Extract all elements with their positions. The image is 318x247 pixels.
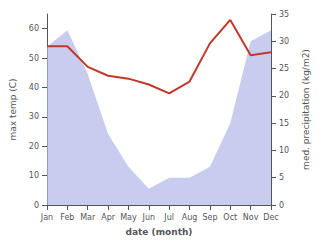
svg-text:Mar: Mar [80, 213, 96, 222]
svg-text:60: 60 [29, 24, 39, 33]
svg-text:Oct: Oct [223, 213, 237, 222]
svg-text:Apr: Apr [101, 213, 116, 222]
svg-text:0: 0 [279, 201, 284, 210]
svg-text:30: 30 [29, 112, 39, 121]
svg-text:20: 20 [279, 91, 289, 100]
svg-text:max temp (C): max temp (C) [8, 78, 18, 140]
svg-text:Nov: Nov [243, 213, 259, 222]
svg-text:25: 25 [279, 64, 289, 73]
svg-text:Jun: Jun [142, 213, 156, 222]
svg-text:med. precipitation (kg/m2): med. precipitation (kg/m2) [301, 49, 311, 170]
svg-text:Feb: Feb [60, 213, 74, 222]
svg-text:Jan: Jan [40, 213, 53, 222]
svg-text:date (month): date (month) [126, 227, 193, 237]
svg-text:20: 20 [29, 142, 39, 151]
svg-text:Sep: Sep [202, 213, 217, 222]
svg-text:30: 30 [279, 37, 289, 46]
svg-text:5: 5 [279, 173, 284, 182]
svg-text:10: 10 [29, 171, 39, 180]
svg-text:15: 15 [279, 119, 289, 128]
svg-text:10: 10 [279, 146, 289, 155]
svg-text:0: 0 [34, 201, 39, 210]
svg-text:50: 50 [29, 54, 39, 63]
svg-text:40: 40 [29, 83, 39, 92]
svg-text:Jul: Jul [163, 213, 174, 222]
svg-text:Dec: Dec [263, 213, 278, 222]
svg-text:35: 35 [279, 10, 289, 19]
svg-text:May: May [120, 213, 137, 222]
svg-text:Aug: Aug [182, 213, 198, 222]
